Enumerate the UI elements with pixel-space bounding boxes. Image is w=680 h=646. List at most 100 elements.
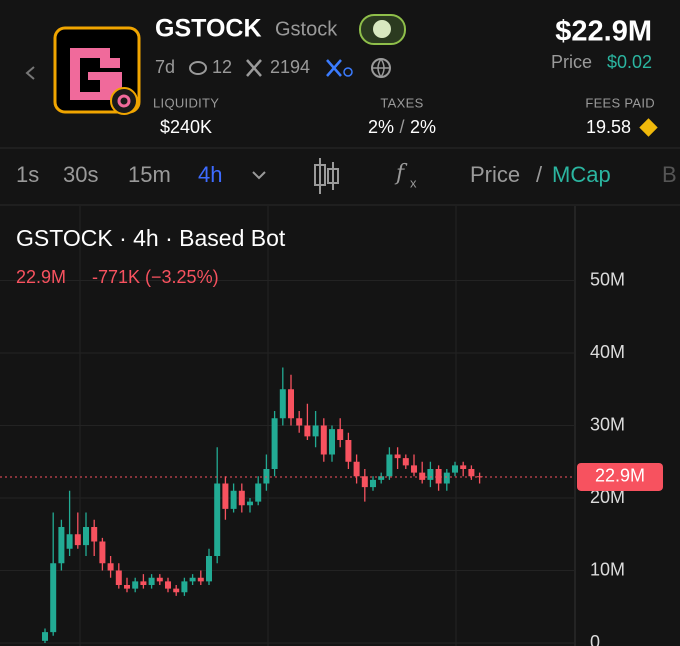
website-lines [372,58,390,79]
mcap-toggle[interactable]: MCap [552,162,611,187]
candle-body [156,577,163,582]
price-marker [577,462,663,491]
candle-body [115,570,122,585]
candle-body [83,527,89,546]
candle-body [427,469,434,480]
candle-body [288,389,294,419]
interval[interactable]: 1s [16,162,39,187]
views-icon [189,61,207,75]
interval[interactable]: 15m [128,162,171,187]
y-tick-label: 20M [590,487,625,507]
candle-body [74,534,81,546]
candle-body [386,454,393,477]
candle-body [107,563,114,571]
y-tick-label: 10M [590,559,625,579]
candle-body [443,472,450,484]
candle-body [197,577,204,582]
toggle-separator: / [536,162,543,187]
chain-badge [110,87,138,115]
stat-value: $240K [160,117,212,137]
candle-body [271,418,278,469]
age: 7d [155,57,175,77]
candle-body [132,581,139,589]
candle-body [140,581,147,585]
candle-body [247,501,253,506]
candle-body [476,476,483,478]
candle-body [42,632,48,641]
x-community-icon[interactable] [326,59,342,77]
candle-body [419,472,426,480]
candle-body [460,465,467,469]
market-cap: $22.9M [555,16,652,48]
indicators-sub: x [410,175,417,190]
candle-body [148,577,155,585]
candle-body [304,425,311,437]
interval-dropdown[interactable] [252,171,266,180]
back-button[interactable] [25,66,35,80]
y-tick-label: 40M [590,342,625,362]
candle-body [345,440,352,462]
candle-body [296,418,303,426]
candle-body [329,429,335,455]
logo-mark [70,48,122,100]
views: 12 [212,57,232,77]
candle-body [468,469,475,477]
candle-body [394,454,401,459]
price-label: Price [551,52,592,72]
candle-body [181,581,188,593]
legend-change: -771K (−3.25%) [92,267,219,287]
plot [0,280,575,644]
candle-body [58,527,65,564]
candle-body [452,465,458,473]
badge-mark [117,94,131,108]
candle-body [263,469,270,484]
candle-body [99,541,106,564]
x-icon[interactable] [246,59,262,77]
candle-body [402,458,409,466]
stat-label: TAXES [380,95,423,110]
candle-body [320,425,327,455]
candle-body [255,483,262,502]
interval-active[interactable]: 4h [198,162,222,187]
candle-body [435,469,442,484]
candle-body [50,563,57,633]
candle-body [238,490,245,506]
more-toggle[interactable]: B [662,162,677,187]
sell-tax: 2% [410,117,436,137]
bnb-icon [639,118,658,137]
y-tick-label: 30M [590,414,625,434]
price-toggle[interactable]: Price [470,162,520,187]
y-tick-label: 0 [590,632,600,646]
indicators-button[interactable]: f [394,161,408,186]
candle-body [279,389,286,419]
token-ticker: Gstock [275,18,338,40]
interval[interactable]: 30s [63,162,98,187]
candle-body [222,483,229,509]
candle-body [378,476,385,480]
platform-icon [373,20,391,38]
tax-separator: / [399,117,404,137]
price-marker-label: 22.9M [595,466,645,486]
candle-body [370,479,376,488]
candle-body [337,429,344,440]
candle-body [353,461,360,477]
candle-body [124,585,130,589]
stat-label: FEES PAID [585,95,655,110]
x-community-dot [343,67,353,77]
candle-body [165,581,171,589]
candle-body [206,556,212,582]
chart-type-button[interactable] [314,158,339,194]
stat-value: 19.58 [586,117,631,137]
candle-body [189,577,196,582]
followers: 2194 [270,57,310,77]
candle-body [411,465,417,473]
candle-body [230,490,237,509]
candle-body [361,476,368,488]
candle-body [214,483,221,556]
candle-body [173,588,180,593]
buy-tax: 2% [368,117,394,137]
candle-body [66,534,73,549]
y-tick-label: 50M [590,269,625,289]
legend-value: 22.9M [16,267,66,287]
